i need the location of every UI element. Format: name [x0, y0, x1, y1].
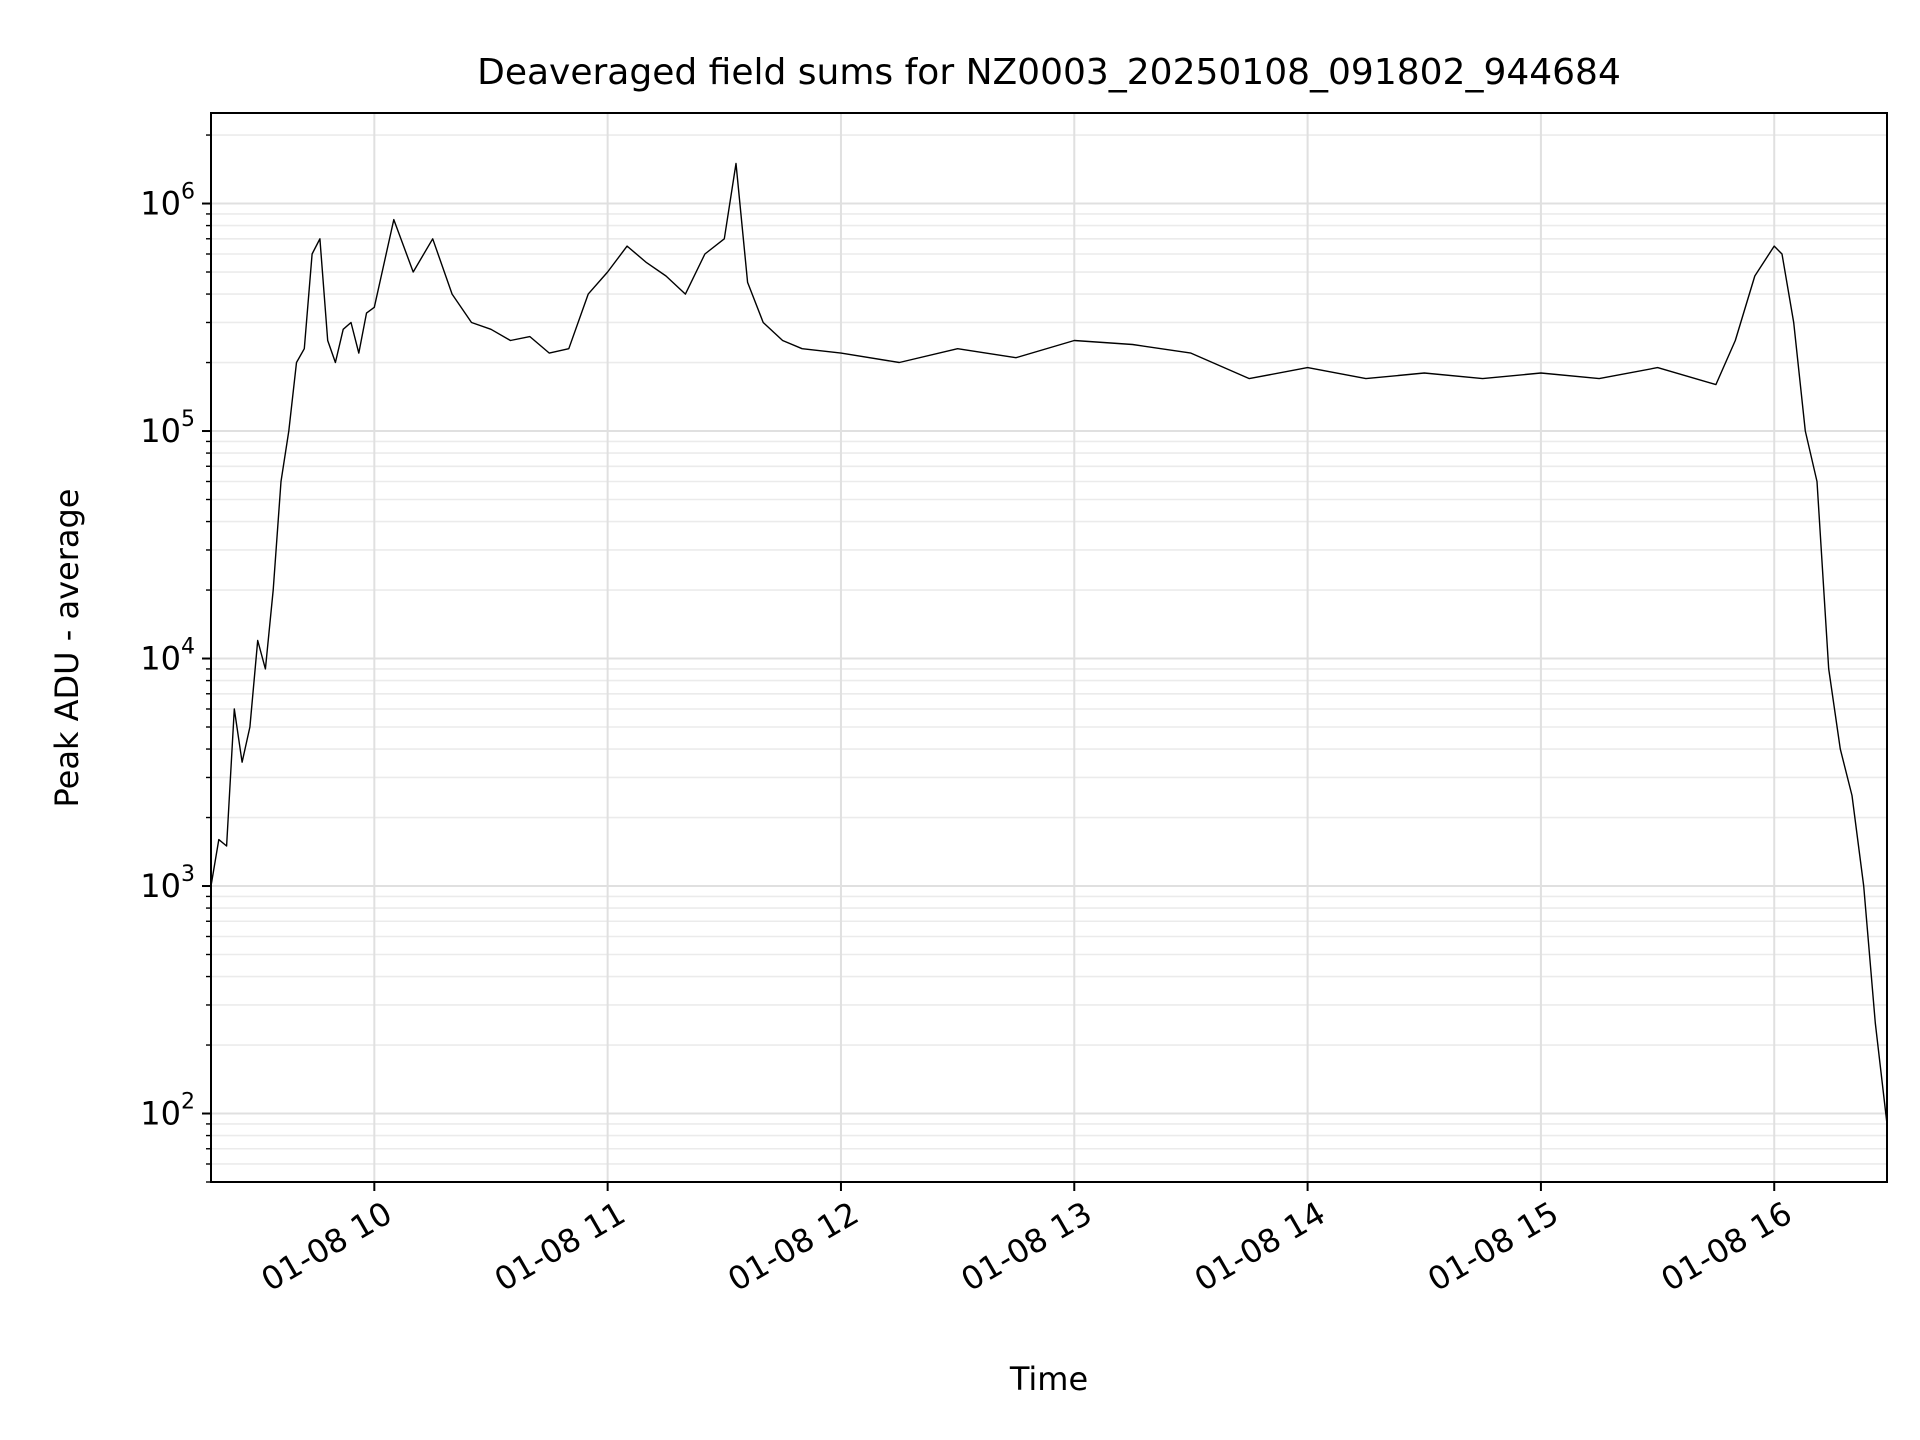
- y-axis-label: Peak ADU - average: [48, 489, 86, 808]
- chart-title: Deaveraged field sums for NZ0003_2025010…: [477, 52, 1621, 93]
- minor-gridlines: [211, 134, 1887, 1183]
- y-tick-label: 103: [140, 862, 195, 905]
- x-axis-label: Time: [1009, 1360, 1088, 1398]
- major-gridlines: [211, 113, 1887, 1182]
- y-tick-base: 10: [140, 185, 181, 223]
- y-tick-label: 102: [140, 1090, 195, 1133]
- y-tick-exponent: 4: [181, 635, 195, 660]
- y-tick-label: 105: [140, 407, 195, 450]
- plot-frame: [210, 112, 1888, 1183]
- y-tick-base: 10: [140, 867, 181, 905]
- y-tick-label: 106: [140, 180, 195, 223]
- y-tick-label: 104: [140, 635, 195, 678]
- y-tick-exponent: 3: [181, 862, 195, 887]
- y-tick-base: 10: [140, 1095, 181, 1133]
- y-tick-exponent: 6: [181, 180, 195, 205]
- y-tick-base: 10: [140, 412, 181, 450]
- y-tick-base: 10: [140, 640, 181, 678]
- y-tick-exponent: 2: [181, 1090, 195, 1115]
- y-tick-exponent: 5: [181, 407, 195, 432]
- series-line: [210, 162, 1888, 1124]
